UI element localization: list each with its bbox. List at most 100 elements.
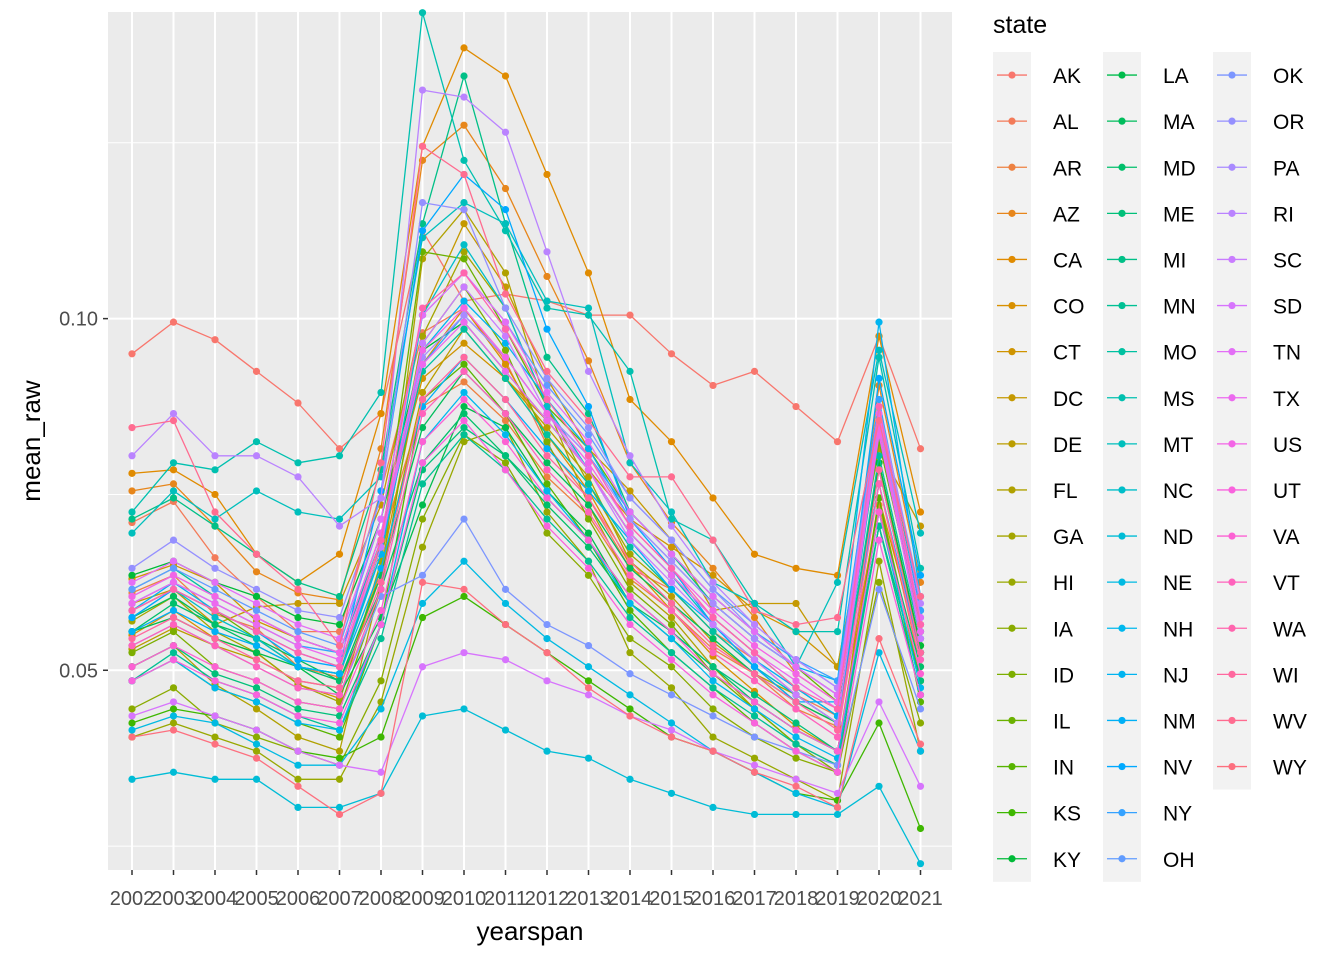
x-tick-label: 2006: [276, 888, 321, 910]
data-point: [501, 346, 510, 354]
legend-label: GA: [1053, 526, 1083, 549]
series-line: [131, 370, 922, 738]
data-point: [501, 72, 510, 80]
data-point: [709, 613, 717, 622]
data-point: [335, 522, 344, 530]
legend-item-ky: KY: [997, 849, 1081, 872]
data-point: [128, 642, 136, 650]
data-point: [501, 304, 510, 312]
series-line: [131, 321, 922, 710]
data-point: [211, 740, 219, 748]
series-line: [131, 89, 922, 689]
data-point: [377, 620, 385, 629]
series-line: [131, 173, 922, 703]
data-point: [916, 691, 925, 699]
data-point: [543, 402, 551, 411]
legend: state AK AL AR AZ CA CO CT DC DE FL GA HI IA ID IL IN KS…: [993, 11, 1307, 882]
legend-item-vt: VT: [1217, 572, 1300, 595]
data-point: [294, 635, 302, 643]
data-point: [294, 508, 302, 516]
legend-label: WI: [1273, 664, 1299, 687]
data-point: [792, 627, 800, 636]
data-point: [875, 466, 883, 474]
data-point: [335, 691, 344, 699]
data-point: [709, 803, 717, 812]
legend-key-point: [1118, 255, 1126, 264]
series-va: [128, 395, 925, 755]
data-point: [709, 381, 717, 390]
data-point: [750, 719, 759, 727]
data-point: [501, 395, 510, 404]
data-point: [335, 445, 344, 453]
data-point: [460, 72, 468, 80]
data-point: [709, 663, 717, 671]
legend-key-point: [1118, 163, 1126, 171]
legend-item-tx: TX: [1217, 388, 1300, 411]
legend-key-point: [1118, 71, 1126, 79]
data-point: [169, 417, 178, 425]
data-point: [584, 304, 593, 312]
data-point: [252, 452, 261, 460]
data-point: [875, 452, 883, 460]
data-point: [750, 677, 759, 685]
data-point: [584, 417, 593, 425]
data-point: [418, 220, 427, 228]
legend-item-us: US: [1217, 434, 1302, 457]
data-point: [460, 585, 468, 593]
data-point: [667, 599, 676, 608]
data-point: [211, 522, 219, 530]
legend-label: MT: [1163, 434, 1193, 457]
data-point: [709, 627, 717, 636]
data-point: [626, 452, 634, 460]
x-tick-label: 2010: [442, 888, 487, 910]
data-point: [709, 599, 717, 608]
data-point: [460, 255, 468, 263]
data-point: [626, 691, 634, 699]
legend-label: MD: [1163, 157, 1196, 180]
series-line: [131, 124, 922, 703]
data-point: [584, 677, 593, 685]
data-point: [584, 691, 593, 699]
legend-key-point: [1008, 209, 1016, 217]
data-point: [128, 487, 136, 495]
data-point: [543, 747, 551, 755]
data-point: [750, 663, 759, 671]
legend-item-in: IN: [997, 757, 1074, 780]
data-point: [252, 613, 261, 622]
data-point: [169, 571, 178, 579]
data-point: [294, 620, 302, 629]
data-point: [460, 121, 468, 129]
data-point: [211, 515, 219, 523]
series-line: [131, 307, 922, 703]
data-point: [626, 670, 634, 678]
data-point: [750, 670, 759, 678]
data-point: [128, 775, 136, 783]
data-point: [128, 469, 136, 477]
data-point: [584, 663, 593, 671]
data-point: [916, 627, 925, 636]
data-point: [128, 578, 136, 586]
legend-label: DC: [1053, 388, 1083, 411]
data-point: [377, 789, 385, 797]
data-point: [128, 350, 136, 358]
data-point: [543, 374, 551, 383]
data-point: [916, 620, 925, 629]
series-wy: [128, 578, 925, 819]
data-point: [377, 578, 385, 586]
legend-item-tn: TN: [1217, 342, 1301, 365]
data-point: [460, 402, 468, 411]
data-point: [875, 536, 883, 544]
data-point: [335, 761, 344, 769]
data-point: [211, 554, 219, 562]
data-point: [833, 810, 842, 819]
data-point: [335, 775, 344, 783]
legend-key-point: [1228, 670, 1236, 678]
data-point: [875, 782, 883, 790]
data-point: [792, 733, 800, 741]
data-point: [792, 691, 800, 699]
data-point: [252, 487, 261, 495]
legend-key-point: [1228, 486, 1236, 494]
legend-item-wy: WY: [1217, 757, 1307, 780]
legend-label: WV: [1273, 710, 1307, 733]
data-point: [667, 789, 676, 797]
